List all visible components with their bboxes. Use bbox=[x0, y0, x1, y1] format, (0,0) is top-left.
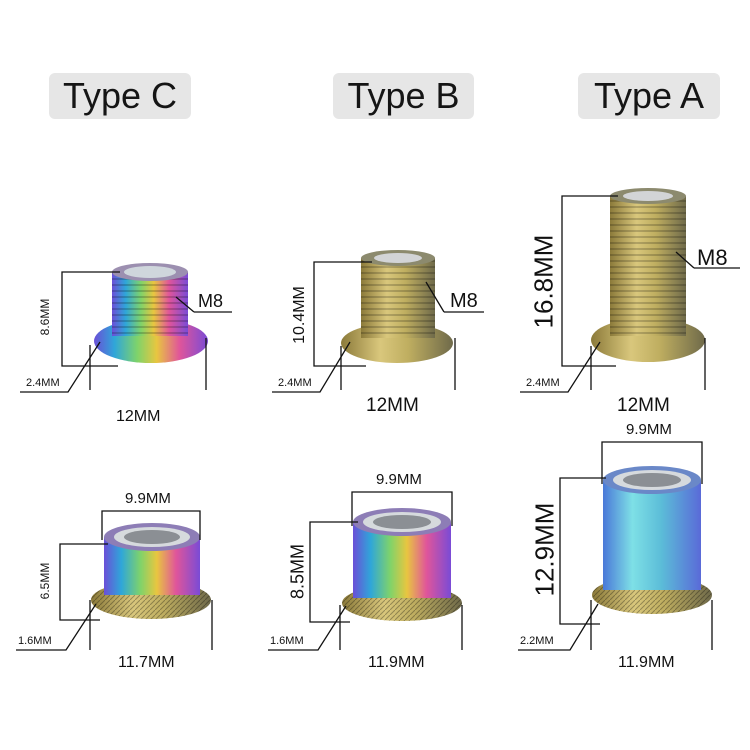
type-b-nut-top-label: 9.9MM bbox=[376, 471, 422, 488]
type-b-bolt-thread-label: M8 bbox=[450, 290, 478, 312]
type-b-nut-diameter-label: 11.9MM bbox=[368, 654, 425, 671]
type-a-bolt bbox=[591, 188, 705, 362]
type-c-bolt-flange-label: 2.4MM bbox=[26, 377, 60, 389]
type-c-bolt bbox=[94, 263, 208, 363]
type-b-nut bbox=[342, 508, 462, 621]
type-a-bolt-height-label: 16.8MM bbox=[528, 234, 559, 329]
type-b-nut-height-label: 8.5MM bbox=[287, 544, 308, 600]
type-c-nut bbox=[91, 523, 211, 619]
type-a-title: Type A bbox=[578, 73, 720, 119]
type-c-bolt-thread-label: M8 bbox=[198, 291, 224, 311]
type-c-nut-flange-label: 1.6MM bbox=[18, 635, 52, 647]
type-b-bolt-flange-label: 2.4MM bbox=[278, 377, 312, 389]
dimension-lines bbox=[16, 195, 740, 651]
type-a-bolt-flange-label: 2.4MM bbox=[526, 377, 560, 389]
type-a-bolt-diameter-label: 12MM bbox=[617, 395, 670, 416]
type-c-nut-diameter-label: 11.7MM bbox=[118, 654, 175, 671]
type-c-nut-top-label: 9.9MM bbox=[125, 490, 171, 507]
type-b-title: Type B bbox=[333, 73, 474, 119]
type-b-bolt bbox=[341, 250, 453, 363]
type-a-nut-height-label: 12.9MM bbox=[529, 502, 560, 597]
type-c-bolt-height-label: 8.6MM bbox=[38, 298, 52, 336]
type-a-nut bbox=[592, 466, 712, 614]
type-a-nut-top-label: 9.9MM bbox=[626, 421, 672, 438]
type-b-bolt-height-label: 10.4MM bbox=[291, 286, 308, 344]
type-c-bolt-diameter-label: 12MM bbox=[116, 408, 161, 425]
type-b-nut-flange-label: 1.6MM bbox=[270, 635, 304, 647]
type-c-nut-height-label: 6.5MM bbox=[38, 562, 52, 600]
type-c-title: Type C bbox=[49, 73, 191, 119]
type-a-nut-flange-label: 2.2MM bbox=[520, 635, 554, 647]
type-a-nut-diameter-label: 11.9MM bbox=[618, 654, 675, 671]
type-b-bolt-diameter-label: 12MM bbox=[366, 395, 419, 416]
type-a-bolt-thread-label: M8 bbox=[697, 245, 728, 270]
